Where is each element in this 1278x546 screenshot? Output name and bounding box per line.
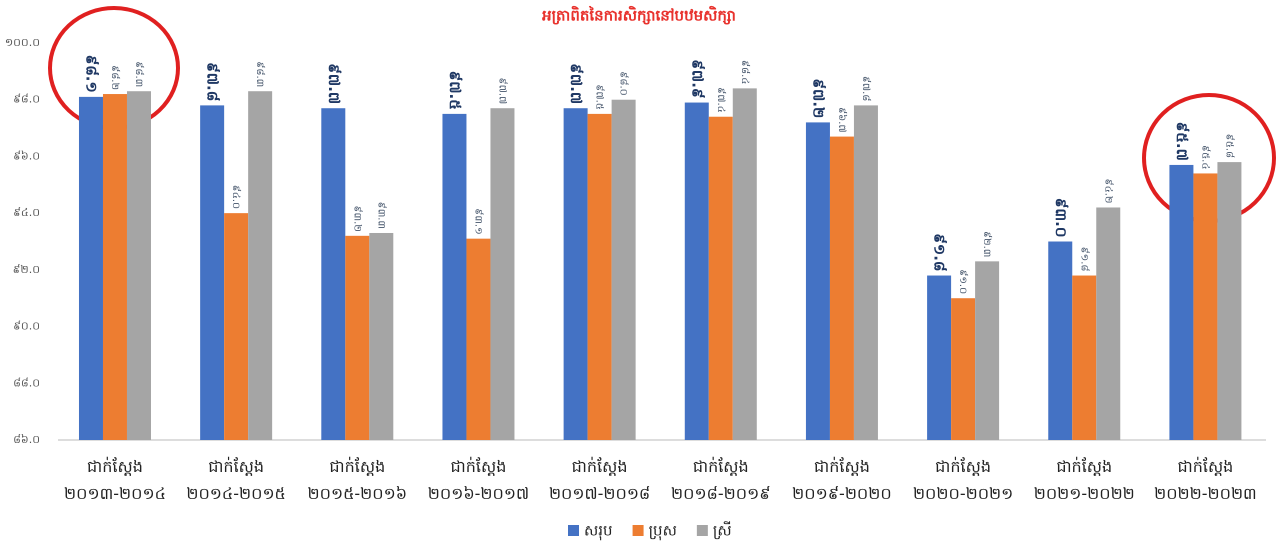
- data-label: ៩៧.៨: [860, 76, 872, 102]
- data-label: ៩៣.១: [472, 208, 484, 234]
- bar: [951, 298, 976, 440]
- legend-label: ប្រុស: [649, 522, 677, 541]
- legend-swatch: [632, 525, 644, 536]
- chart-title: អត្រាពិតនៃការសិក្សានៅបឋមសិក្សា: [542, 6, 736, 25]
- legend-swatch: [696, 525, 708, 536]
- x-tick-label: ជាក់ស្តែង ២០១៩-២០២០: [792, 457, 892, 503]
- data-label: ៩៨.០: [618, 71, 630, 95]
- x-tick-label: ជាក់ស្តែង ២០១៦-២០១៧: [427, 457, 530, 503]
- bar: [1048, 241, 1073, 440]
- bar: [442, 113, 467, 441]
- bar: [1217, 162, 1242, 440]
- data-label: ៩៧.៧: [325, 63, 343, 104]
- y-tick-label: ៩០.០: [13, 320, 40, 333]
- y-tick-label: ៩៨.០: [13, 93, 40, 106]
- x-tick-label: ជាក់ស្តែង ២០១៧-២០១៨: [548, 457, 651, 503]
- bar: [321, 108, 346, 440]
- bar: [684, 102, 709, 441]
- bar: [102, 94, 127, 441]
- bar: [224, 213, 249, 440]
- data-label: ៩៧.៥: [594, 84, 606, 110]
- bar: [563, 108, 588, 440]
- bar: [369, 232, 394, 440]
- bar: [490, 108, 515, 440]
- bar: [1169, 164, 1194, 440]
- bar: [1072, 275, 1097, 440]
- data-label: ៩៨.២: [109, 65, 121, 90]
- bar: [1193, 173, 1218, 440]
- y-tick-label: ៨៦.០: [13, 433, 40, 446]
- data-label: ៩៣.២: [351, 205, 363, 231]
- data-label: ៩៧.៤: [715, 87, 727, 113]
- data-label: ៩១.០: [957, 269, 969, 294]
- data-label: ៩៨.១: [82, 55, 100, 93]
- x-tick-label: ជាក់ស្តែង ២០១៨-២០១៩: [671, 457, 771, 503]
- bar: [975, 261, 1000, 440]
- bar: [805, 122, 830, 441]
- y-tick-label: ៩២.០: [13, 263, 40, 276]
- y-tick-label: ៩៤.០: [13, 206, 40, 219]
- data-label: ៩៨.៤: [739, 60, 751, 84]
- legend-label: សរុប: [584, 522, 613, 541]
- bar: [78, 96, 103, 440]
- bar: [345, 235, 370, 440]
- data-label: ៩៤.០: [230, 185, 242, 209]
- x-tick-label: ជាក់ស្តែង ២០១៥-២០១៦: [307, 457, 408, 503]
- bar: [853, 105, 878, 440]
- data-label: ៩៨.៣: [133, 61, 145, 87]
- y-tick-label: ១០០.០: [5, 36, 40, 49]
- data-label: ៩៧.៧: [567, 63, 585, 104]
- data-label: ៩៨.៣: [254, 61, 266, 87]
- data-label: ៩២.៣: [981, 231, 993, 257]
- bar: [587, 113, 612, 441]
- bar: [248, 91, 273, 440]
- y-tick-label: ៨៨.០: [13, 376, 40, 389]
- bar: [708, 116, 733, 440]
- bar: [200, 105, 225, 440]
- bar: [1096, 207, 1121, 440]
- data-label: ៩៣.០: [1052, 198, 1070, 238]
- legend-swatch: [568, 525, 579, 536]
- data-label: ៩១.៨: [931, 233, 949, 271]
- bar: [732, 88, 757, 440]
- data-label: ៩៤.២: [1102, 179, 1114, 204]
- bar: [829, 136, 854, 441]
- bar: [466, 238, 491, 440]
- data-label: ៩៥.៤: [1199, 145, 1211, 169]
- x-tick-label: ជាក់ស្តែង ២០១៤-២០១៥: [186, 457, 286, 503]
- data-label: ៩៦.៧: [836, 107, 848, 133]
- legend-label: ស្រី: [713, 521, 732, 540]
- data-label: ៩៣.៣: [375, 202, 387, 229]
- bar: [611, 99, 636, 440]
- x-tick-label: ជាក់ស្តែង ២០២១-២០២២: [1033, 457, 1135, 503]
- data-label: ៩៧.៩: [688, 59, 706, 98]
- data-label: ៩៧.៧: [496, 78, 508, 105]
- y-tick-label: ៩៦.០: [13, 149, 40, 162]
- data-label: ៩៥.៨: [1223, 134, 1235, 158]
- data-label: ៩១.៨: [1078, 247, 1090, 272]
- bar: [927, 275, 952, 440]
- bar: [126, 91, 151, 440]
- x-tick-label: ជាក់ស្តែង ២០២០-២០២១: [912, 457, 1014, 503]
- x-tick-label: ជាក់ស្តែង ២០១៣-២០១៤: [64, 457, 166, 503]
- data-label: ៩៧.២: [809, 78, 827, 118]
- data-label: ៩៥.៧: [1173, 122, 1191, 161]
- data-label: ៩៧.៨: [204, 62, 222, 101]
- data-label: ៩៧.៥: [446, 71, 464, 110]
- x-tick-label: ជាក់ស្តែង ២០២២-២០២៣: [1154, 457, 1257, 503]
